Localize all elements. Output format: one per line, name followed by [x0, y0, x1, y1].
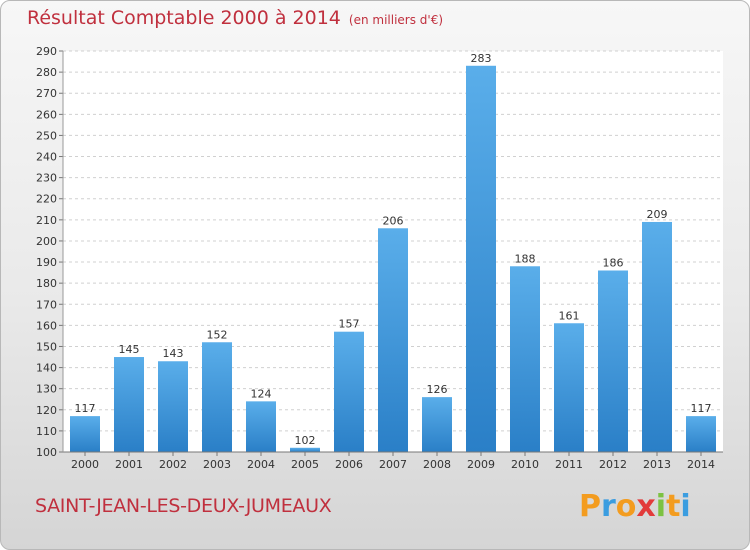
- bar-2004: [246, 401, 276, 452]
- logo-letter: o: [615, 489, 637, 524]
- bar-2010: [510, 266, 540, 452]
- data-label-2012: 186: [603, 256, 624, 269]
- data-label-2013: 209: [647, 208, 668, 221]
- chart-subtitle: (en milliers d'€): [348, 13, 444, 27]
- x-tick-label: 2000: [71, 458, 99, 471]
- x-tick-label: 2004: [247, 458, 275, 471]
- y-tick-label: 280: [36, 66, 57, 79]
- y-tick-label: 220: [36, 193, 57, 206]
- bar-2005: [290, 447, 320, 452]
- x-tick-label: 2008: [423, 458, 451, 471]
- bar-2007: [378, 228, 408, 452]
- x-tick-label: 2003: [203, 458, 231, 471]
- data-label-2005: 102: [295, 434, 316, 447]
- y-tick-label: 160: [36, 319, 57, 332]
- logo-letter: P: [579, 489, 601, 524]
- x-axis-ticks: 2000 2001 2002 2003 2004 2005 2006 2007 2008 2009…: [71, 452, 715, 471]
- y-tick-label: 140: [36, 362, 57, 375]
- bar-2002: [158, 361, 188, 452]
- data-label-2004: 124: [251, 387, 272, 400]
- bar-2012: [598, 270, 628, 452]
- y-tick-label: 230: [36, 172, 57, 185]
- bar-2003: [202, 342, 232, 452]
- bar-2001: [114, 357, 144, 452]
- chart-title: Résultat Comptable 2000 à 2014 (en millie…: [27, 7, 443, 29]
- data-label-2000: 117: [75, 402, 96, 415]
- y-tick-label: 190: [36, 256, 57, 269]
- data-label-2009: 283: [471, 52, 492, 65]
- data-label-2001: 145: [119, 343, 140, 356]
- y-tick-label: 110: [36, 425, 57, 438]
- y-tick-label: 210: [36, 214, 57, 227]
- bar-2006: [334, 331, 364, 452]
- data-label-2006: 157: [339, 318, 360, 331]
- logo-letter: r: [601, 489, 616, 524]
- title-text: Résultat Comptable 2000 à 2014: [27, 7, 341, 29]
- y-tick-label: 290: [36, 45, 57, 58]
- bar-2014: [686, 416, 716, 452]
- y-tick-label: 240: [36, 151, 57, 164]
- data-label-2003: 152: [207, 328, 228, 341]
- commune-name: SAINT-JEAN-LES-DEUX-JUMEAUX: [35, 495, 332, 517]
- x-tick-label: 2011: [555, 458, 583, 471]
- logo-letter: x: [636, 489, 656, 524]
- logo-letter: i: [680, 489, 691, 524]
- y-tick-label: 100: [36, 446, 57, 459]
- x-tick-label: 2012: [599, 458, 627, 471]
- bar-2011: [554, 323, 584, 452]
- proxiti-logo: Proxiti: [579, 489, 691, 524]
- y-tick-label: 150: [36, 340, 57, 353]
- bar-2008: [422, 397, 452, 452]
- data-label-2002: 143: [163, 347, 184, 360]
- data-label-2011: 161: [559, 309, 580, 322]
- x-tick-label: 2001: [115, 458, 143, 471]
- x-tick-label: 2007: [379, 458, 407, 471]
- bar-2009: [466, 65, 496, 452]
- logo-letter: i: [655, 489, 667, 524]
- x-tick-label: 2005: [291, 458, 319, 471]
- x-tick-label: 2006: [335, 458, 363, 471]
- bars: 117 145 143 152 124 102 157 206 126 283 188 161 186 2…: [70, 52, 716, 452]
- data-label-2008: 126: [427, 383, 448, 396]
- x-tick-label: 2010: [511, 458, 539, 471]
- data-label-2007: 206: [383, 214, 404, 227]
- y-tick-label: 200: [36, 235, 57, 248]
- y-tick-label: 120: [36, 404, 57, 417]
- y-tick-label: 260: [36, 108, 57, 121]
- y-tick-label: 130: [36, 383, 57, 396]
- x-tick-label: 2013: [643, 458, 671, 471]
- data-label-2010: 188: [515, 252, 536, 265]
- y-tick-label: 250: [36, 129, 57, 142]
- x-tick-label: 2014: [687, 458, 715, 471]
- y-tick-label: 180: [36, 277, 57, 290]
- data-label-2014: 117: [691, 402, 712, 415]
- bar-2000: [70, 416, 100, 452]
- x-tick-label: 2009: [467, 458, 495, 471]
- x-tick-label: 2002: [159, 458, 187, 471]
- y-tick-label: 170: [36, 298, 57, 311]
- y-axis-ticks: 100 110 120 130 140 150 160 170 180 190 200 210 220 2…: [36, 45, 63, 459]
- bar-2013: [642, 221, 672, 452]
- logo-letter: t: [666, 489, 681, 524]
- y-tick-label: 270: [36, 87, 57, 100]
